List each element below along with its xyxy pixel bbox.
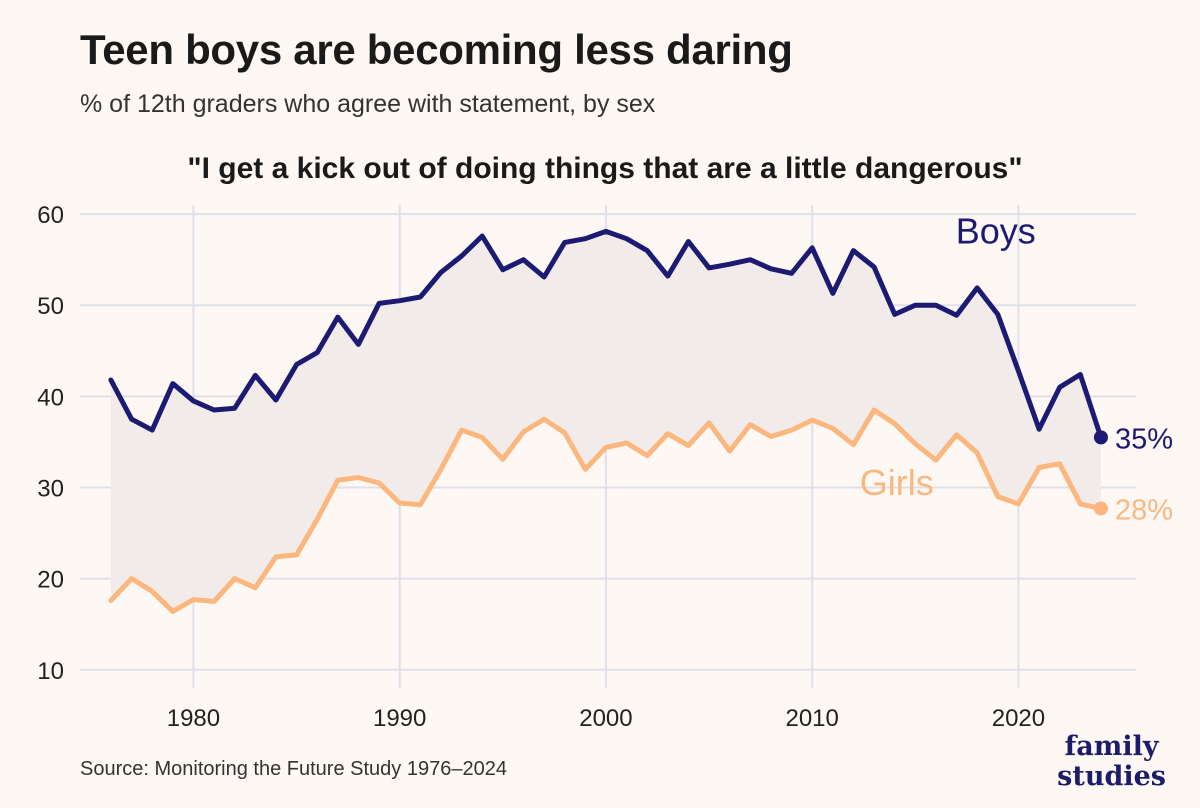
y-tick-label: 10: [37, 658, 64, 685]
chart-subtitle: % of 12th graders who agree with stateme…: [80, 90, 656, 118]
boys-series-label: Boys: [956, 210, 1036, 251]
girls-end-point: [1093, 501, 1108, 516]
boys-line: [108, 228, 1104, 440]
panel-title: "I get a kick out of doing things that a…: [187, 152, 1023, 185]
girls-end-label: 28%: [1115, 494, 1173, 526]
y-tick-label: 20: [37, 567, 64, 594]
logo-line-2: studies: [1057, 761, 1166, 792]
x-tick-label: 1990: [373, 705, 426, 732]
gap-area: [110, 231, 1101, 612]
chart-title: Teen boys are becoming less daring: [80, 26, 793, 73]
y-tick-label: 50: [37, 293, 64, 320]
x-tick-label: 2020: [992, 705, 1045, 732]
source-note: Source: Monitoring the Future Study 1976…: [80, 758, 507, 780]
logo-line-1: family: [1064, 731, 1159, 762]
y-tick-label: 40: [37, 384, 64, 411]
boys-end-point: [1093, 430, 1108, 445]
family-studies-logo: family studies: [1057, 732, 1166, 792]
y-tick-label: 30: [37, 476, 64, 503]
boys-end-label: 35%: [1115, 423, 1173, 455]
girls-line: [108, 407, 1104, 614]
x-tick-label: 1980: [167, 705, 220, 732]
x-tick-label: 2000: [579, 705, 632, 732]
x-tick-label: 2010: [785, 705, 838, 732]
y-tick-label: 60: [37, 202, 64, 229]
girls-series-label: Girls: [860, 462, 934, 503]
